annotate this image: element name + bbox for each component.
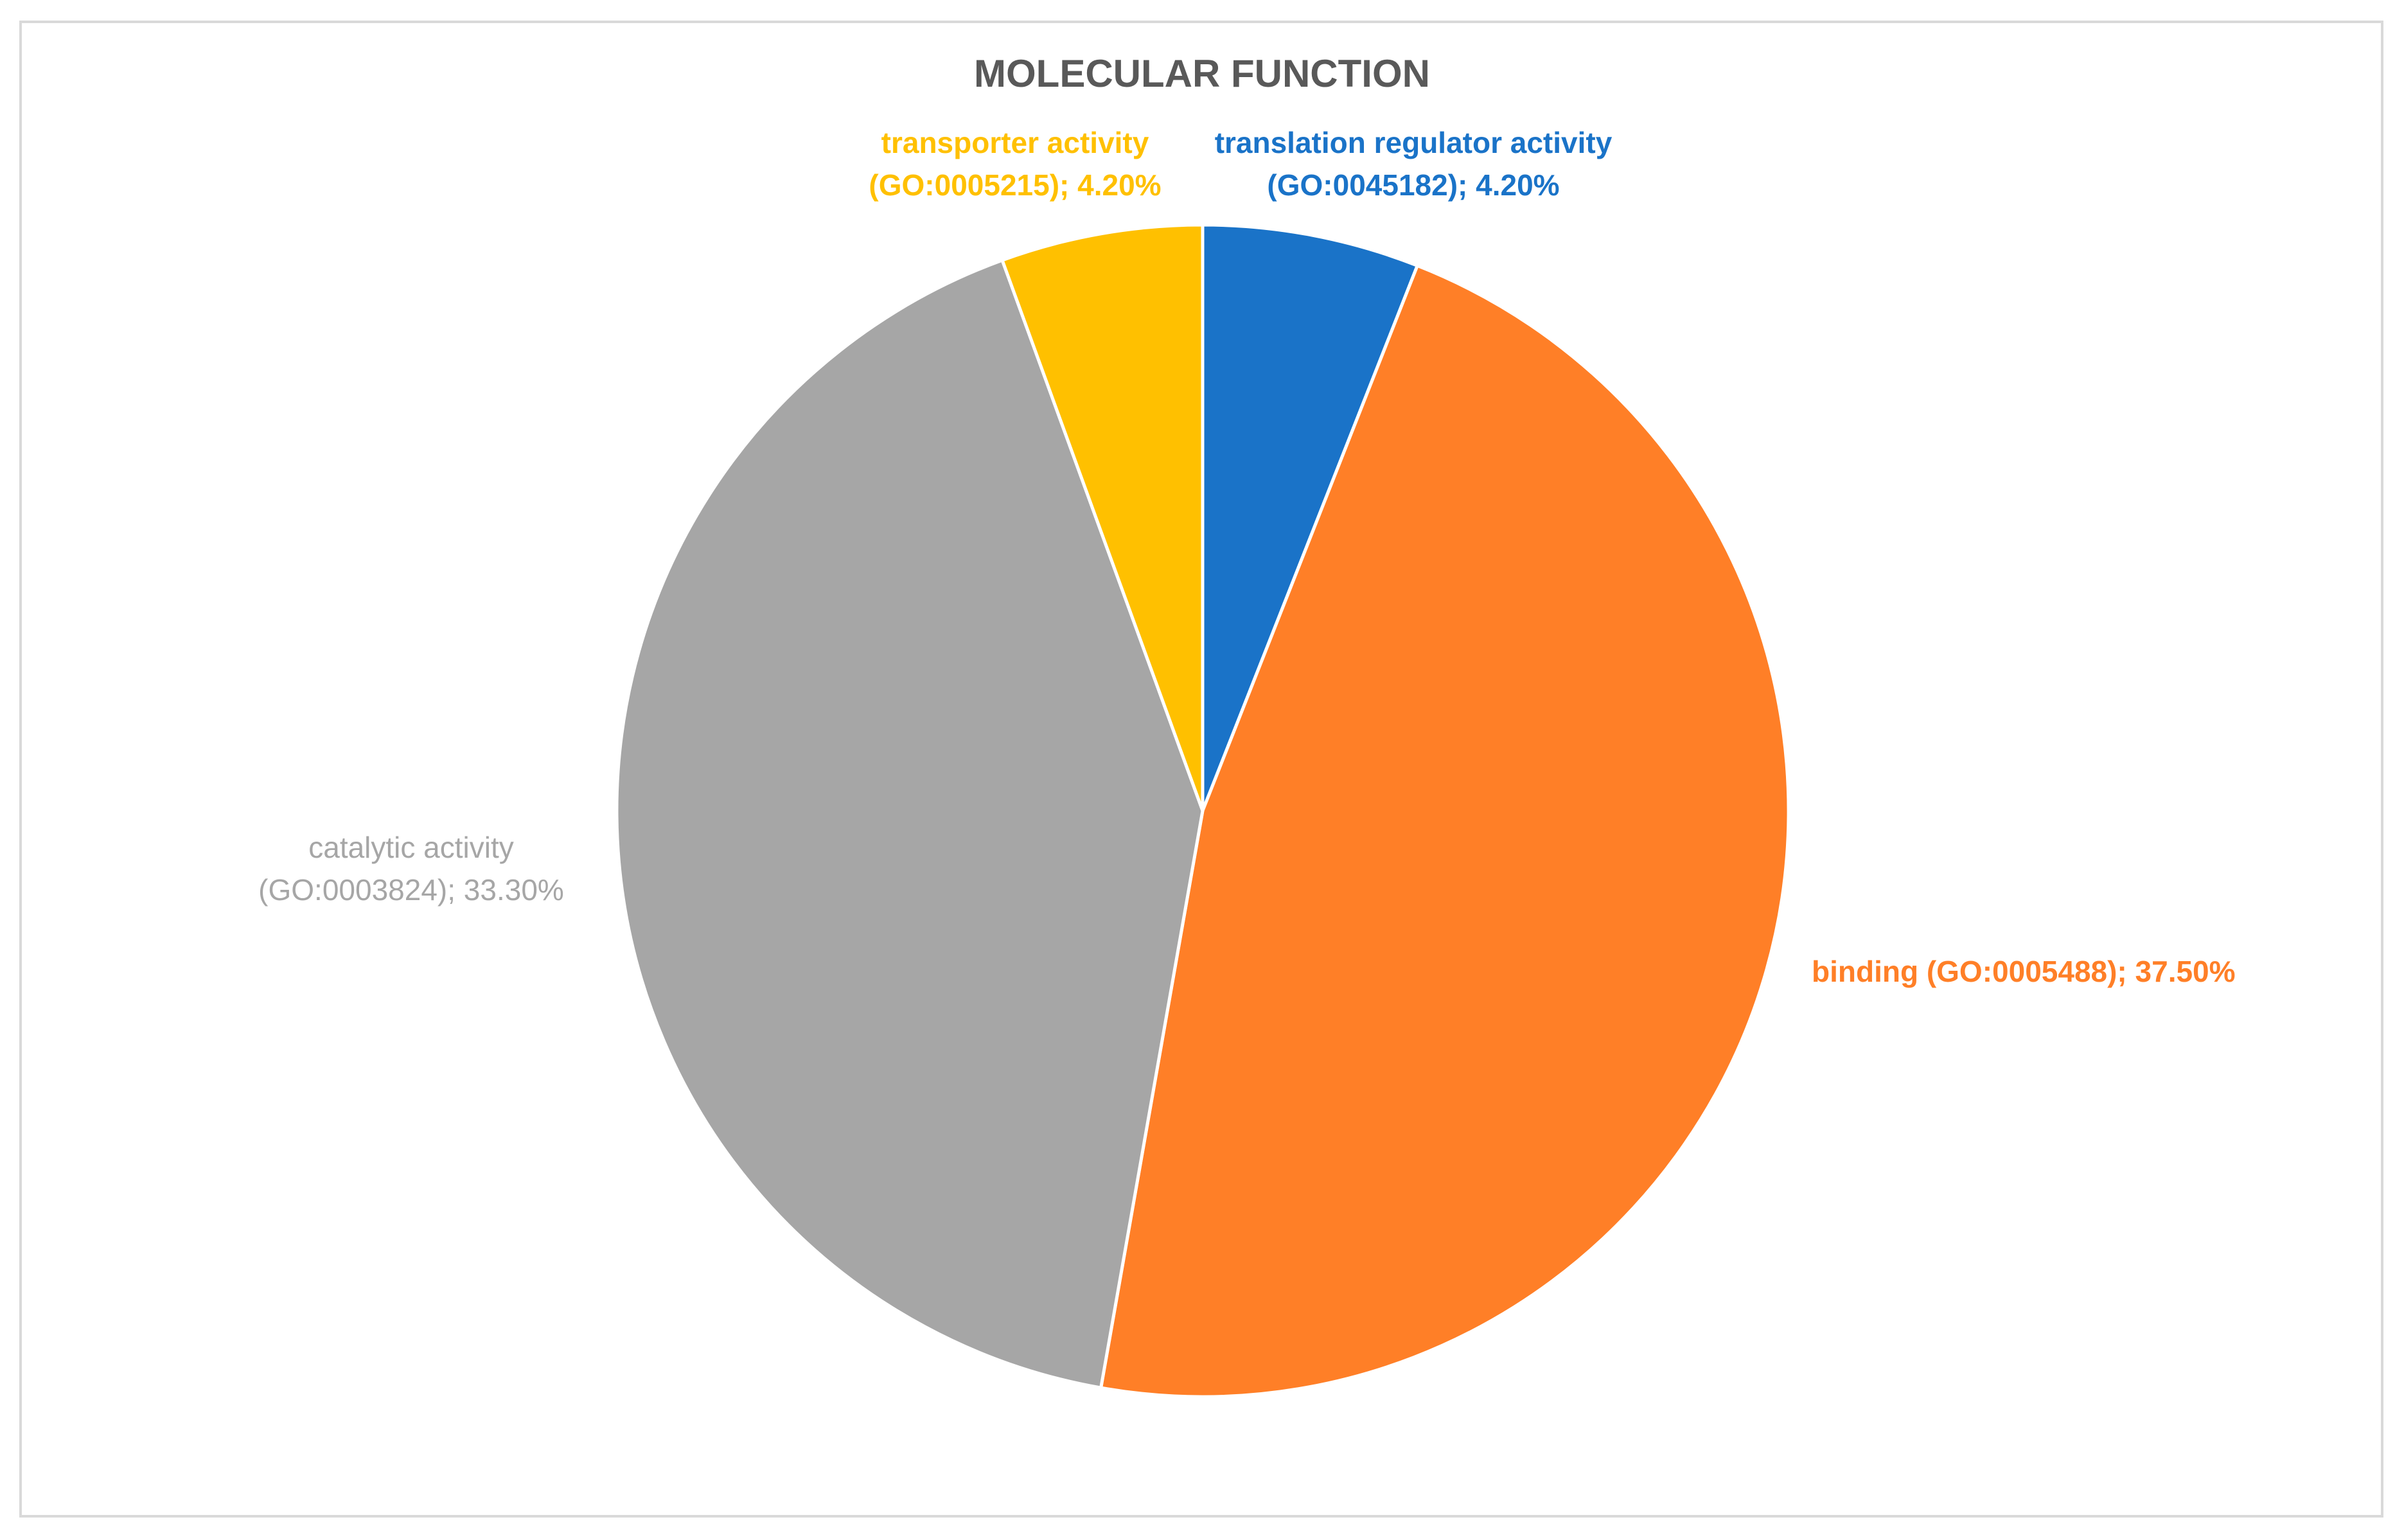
pie-slice-3 xyxy=(1000,223,1205,811)
pie-slice-1 xyxy=(1099,263,1790,1399)
slice-label-3-line-1: (GO:0005215); 4.20% xyxy=(869,168,1161,202)
pie-slice-0 xyxy=(1201,223,1420,811)
pie-slices xyxy=(615,223,1790,1399)
slice-label-2-line-1: (GO:0003824); 33.30% xyxy=(258,873,564,907)
slice-label-2-line-0: catalytic activity xyxy=(308,831,514,864)
slice-label-1: binding (GO:0005488); 37.50% xyxy=(1812,955,2236,988)
slice-label-3: transporter activity (GO:0005215); 4.20% xyxy=(869,126,1161,202)
slice-label-0-line-1: (GO:0045182); 4.20% xyxy=(1267,168,1559,202)
slice-label-0-line-0: translation regulator activity xyxy=(1215,126,1613,159)
slice-labels: translation regulator activity (GO:004518… xyxy=(258,126,2235,988)
slice-label-2: catalytic activity (GO:0003824); 33.30% xyxy=(258,831,564,907)
pie-slice-2 xyxy=(615,258,1205,1390)
slice-label-1-line-0: binding (GO:0005488); 37.50% xyxy=(1812,955,2236,988)
slice-label-0: translation regulator activity (GO:004518… xyxy=(1215,126,1613,202)
chart-title: MOLECULAR FUNCTION xyxy=(974,52,1430,95)
slice-label-3-line-0: transporter activity xyxy=(881,126,1149,159)
